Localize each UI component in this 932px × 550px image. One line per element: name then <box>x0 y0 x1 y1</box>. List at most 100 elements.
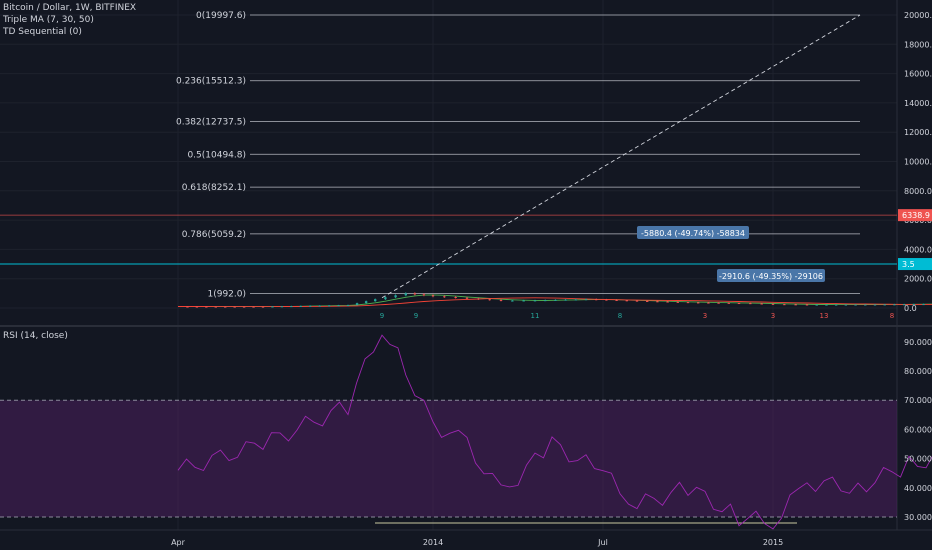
measure-tag-box-0 <box>637 226 749 239</box>
price-tick-3: 14000.0 <box>904 99 932 108</box>
candle-body-54 <box>717 302 720 304</box>
candle-body-46 <box>635 300 639 302</box>
candle-body-22 <box>384 297 387 300</box>
candle-body-2 <box>195 306 199 308</box>
candle-body-55 <box>727 302 730 304</box>
price-tick-1: 18000.0 <box>904 40 932 49</box>
candle-body-57 <box>749 303 752 305</box>
td-mark-5: 3 <box>771 312 775 320</box>
candle-body-43 <box>605 299 608 301</box>
candle-body-3 <box>205 306 208 308</box>
candle-body-41 <box>584 299 588 301</box>
candle-body-69 <box>873 304 877 306</box>
fib-label-2: 0.382(12737.5) <box>176 117 246 127</box>
td-mark-3: 8 <box>618 312 622 320</box>
measure-tag-box-1 <box>717 269 825 282</box>
candle-body-28 <box>443 296 446 298</box>
price-tick-6: 8000.0 <box>904 187 932 196</box>
candle-body-19 <box>355 303 359 306</box>
candle-body-47 <box>646 300 649 302</box>
measure-tag-label-0: -5880.4 (-49.74%) -58834 <box>641 229 745 238</box>
price-tick-8: 4000.0 <box>904 245 932 254</box>
candle-body-58 <box>760 303 763 305</box>
candle-body-71 <box>893 304 896 306</box>
td-mark-0: 9 <box>380 312 384 320</box>
candle-body-1 <box>186 306 189 308</box>
candle-body-6 <box>233 306 236 308</box>
candle-body-44 <box>615 299 618 301</box>
rsi-tick-0: 90.0000 <box>904 338 932 347</box>
candle-body-4 <box>214 306 217 308</box>
price-axis: 20000.0 18000.0 16000.0 14000.0 12000.0 10000… <box>898 11 932 313</box>
candle-body-67 <box>854 304 857 306</box>
legend-rsi: RSI (14, close) <box>3 331 68 341</box>
candle-body-68 <box>864 304 867 306</box>
candle-body-73 <box>912 304 916 306</box>
candle-body-39 <box>564 299 567 301</box>
fib-label-4: 0.618(8252.1) <box>182 183 246 193</box>
candle-body-45 <box>625 300 628 302</box>
candle-body-24 <box>404 293 407 296</box>
candle-body-48 <box>656 301 659 303</box>
price-tick-4: 12000.0 <box>904 128 932 137</box>
price-tick-9: 2000.0 <box>904 275 932 284</box>
candle-body-72 <box>902 304 906 306</box>
candle-body-17 <box>337 305 340 307</box>
candle-body-53 <box>707 302 710 304</box>
candle-body-9 <box>261 306 265 308</box>
candle-body-31 <box>477 298 480 300</box>
candle-body-30 <box>465 297 469 299</box>
td-mark-6: 13 <box>820 312 829 320</box>
candle-body-26 <box>422 294 426 296</box>
td-mark-1: 9 <box>414 312 418 320</box>
time-tick-0: Apr <box>171 538 186 547</box>
candle-body-32 <box>488 299 491 301</box>
candle-body-52 <box>697 302 700 304</box>
rsi-tick-3: 60.0000 <box>904 425 932 434</box>
fib-label-0: 0(19997.6) <box>196 11 246 21</box>
candle-body-7 <box>242 306 246 308</box>
candle-body-50 <box>676 301 679 303</box>
candle-body-40 <box>574 299 577 301</box>
candle-body-51 <box>686 302 690 304</box>
legend-td: TD Sequential (0) <box>3 27 82 37</box>
rsi-tick-4: 50.0000 <box>904 455 932 464</box>
rsi-axis: 90.0000 80.0000 70.0000 60.0000 50.0000 40.00… <box>904 338 932 522</box>
rsi-series-path <box>177 334 932 530</box>
rsi-tick-2: 70.0000 <box>904 396 932 405</box>
candle-body-27 <box>431 295 435 297</box>
current-price-label: 6338.9 <box>902 211 930 220</box>
candle-body-59 <box>771 303 775 305</box>
candle-body-63 <box>815 304 818 306</box>
rsi-line <box>177 334 932 530</box>
candle-body-74 <box>922 304 925 306</box>
fib-label-6: 1(992.0) <box>207 289 246 299</box>
td-mark-7: 8 <box>890 312 894 320</box>
time-axis: Apr2014Jul2015Jul2016Jul2017Jul2018Jul20… <box>171 538 783 547</box>
candle-body-66 <box>844 304 848 306</box>
td-sequential-marks: 99118331385107991213 <box>380 312 894 320</box>
candle-body-33 <box>499 299 503 301</box>
candle-body-62 <box>805 304 809 306</box>
price-candles <box>186 292 925 308</box>
candle-body-36 <box>533 300 537 302</box>
candle-body-34 <box>511 300 514 302</box>
legend-symbol: Bitcoin / Dollar, 1W, BITFINEX <box>3 3 137 13</box>
candle-body-35 <box>522 300 525 302</box>
candle-body-8 <box>252 306 255 308</box>
trend-line-dashed <box>381 14 861 299</box>
rsi-band-fill <box>0 400 897 517</box>
candle-body-20 <box>364 301 368 304</box>
time-tick-1: 2014 <box>423 538 443 547</box>
fib-label-5: 0.786(5059.2) <box>182 230 246 240</box>
candle-body-11 <box>280 306 284 308</box>
candle-body-65 <box>834 304 838 306</box>
cyan-level-label: 3.5 <box>902 260 915 269</box>
time-tick-3: 2015 <box>763 538 783 547</box>
fib-label-1: 0.236(15512.3) <box>176 77 246 87</box>
candle-body-5 <box>224 306 227 308</box>
td-mark-2: 11 <box>531 312 540 320</box>
price-tick-5: 10000.0 <box>904 158 932 167</box>
grid <box>0 0 897 530</box>
